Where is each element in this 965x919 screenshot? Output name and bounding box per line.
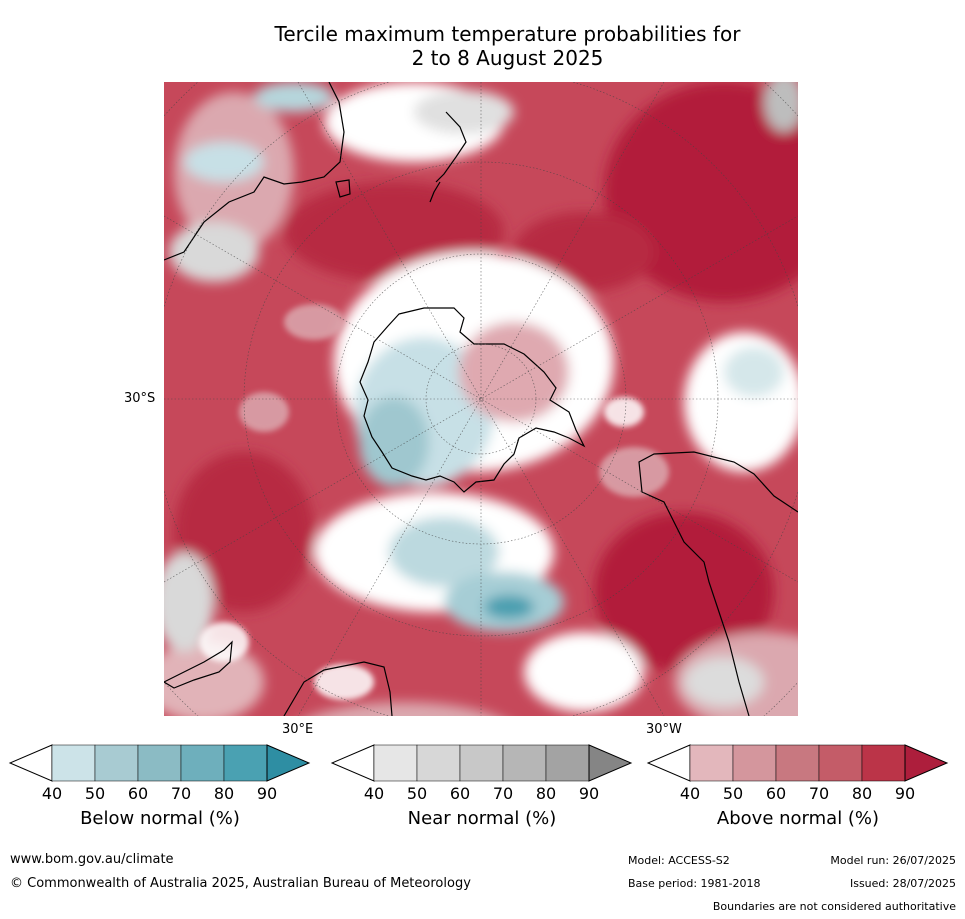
tick-label: 60	[127, 784, 149, 803]
website-link[interactable]: www.bom.gov.au/climate	[10, 852, 174, 867]
tick-label: 70	[808, 784, 830, 803]
colorbar-near-title: Near normal (%)	[407, 808, 557, 829]
colorbar-above-title: Above normal (%)	[716, 808, 880, 829]
colorbar-near-normal	[330, 744, 634, 782]
tick-label: 90	[256, 784, 278, 803]
tick-label: 50	[84, 784, 106, 803]
tick-label: 60	[449, 784, 471, 803]
tick-label: 70	[170, 784, 192, 803]
coastlines	[162, 81, 799, 717]
tick-label: 40	[41, 784, 63, 803]
base-period: Base period: 1981-2018	[628, 877, 761, 890]
model-name: Model: ACCESS-S2	[628, 854, 730, 867]
latitude-label-30s: 30°S	[124, 391, 156, 406]
colorbar-above-normal	[646, 744, 950, 782]
boundaries-disclaimer: Boundaries are not considered authoritat…	[712, 900, 956, 913]
tick-label: 60	[765, 784, 787, 803]
polar-probability-map	[55, 0, 907, 825]
tick-label: 80	[851, 784, 873, 803]
tick-label: 90	[578, 784, 600, 803]
fine-detail-patches	[199, 304, 669, 700]
map-canvas	[55, 0, 907, 825]
map-title: Tercile maximum temperature probabilitie…	[0, 22, 965, 70]
title-line-1: Tercile maximum temperature probabilitie…	[274, 22, 741, 46]
tick-label: 50	[406, 784, 428, 803]
tick-label: 80	[213, 784, 235, 803]
tick-label: 40	[363, 784, 385, 803]
title-line-2: 2 to 8 August 2025	[411, 46, 604, 70]
longitude-label-30e: 30°E	[282, 722, 314, 737]
tick-label: 40	[679, 784, 701, 803]
tick-label: 80	[535, 784, 557, 803]
issued-date: Issued: 28/07/2025	[849, 877, 956, 890]
copyright-text: © Commonwealth of Australia 2025, Austra…	[10, 876, 471, 891]
tick-label: 50	[722, 784, 744, 803]
longitude-label-30w: 30°W	[646, 722, 682, 737]
model-run: Model run: 26/07/2025	[830, 854, 956, 867]
tick-label: 70	[492, 784, 514, 803]
colorbar-below-title: Below normal (%)	[80, 808, 240, 829]
tick-label: 90	[894, 784, 916, 803]
colorbar-below-normal	[8, 744, 312, 782]
